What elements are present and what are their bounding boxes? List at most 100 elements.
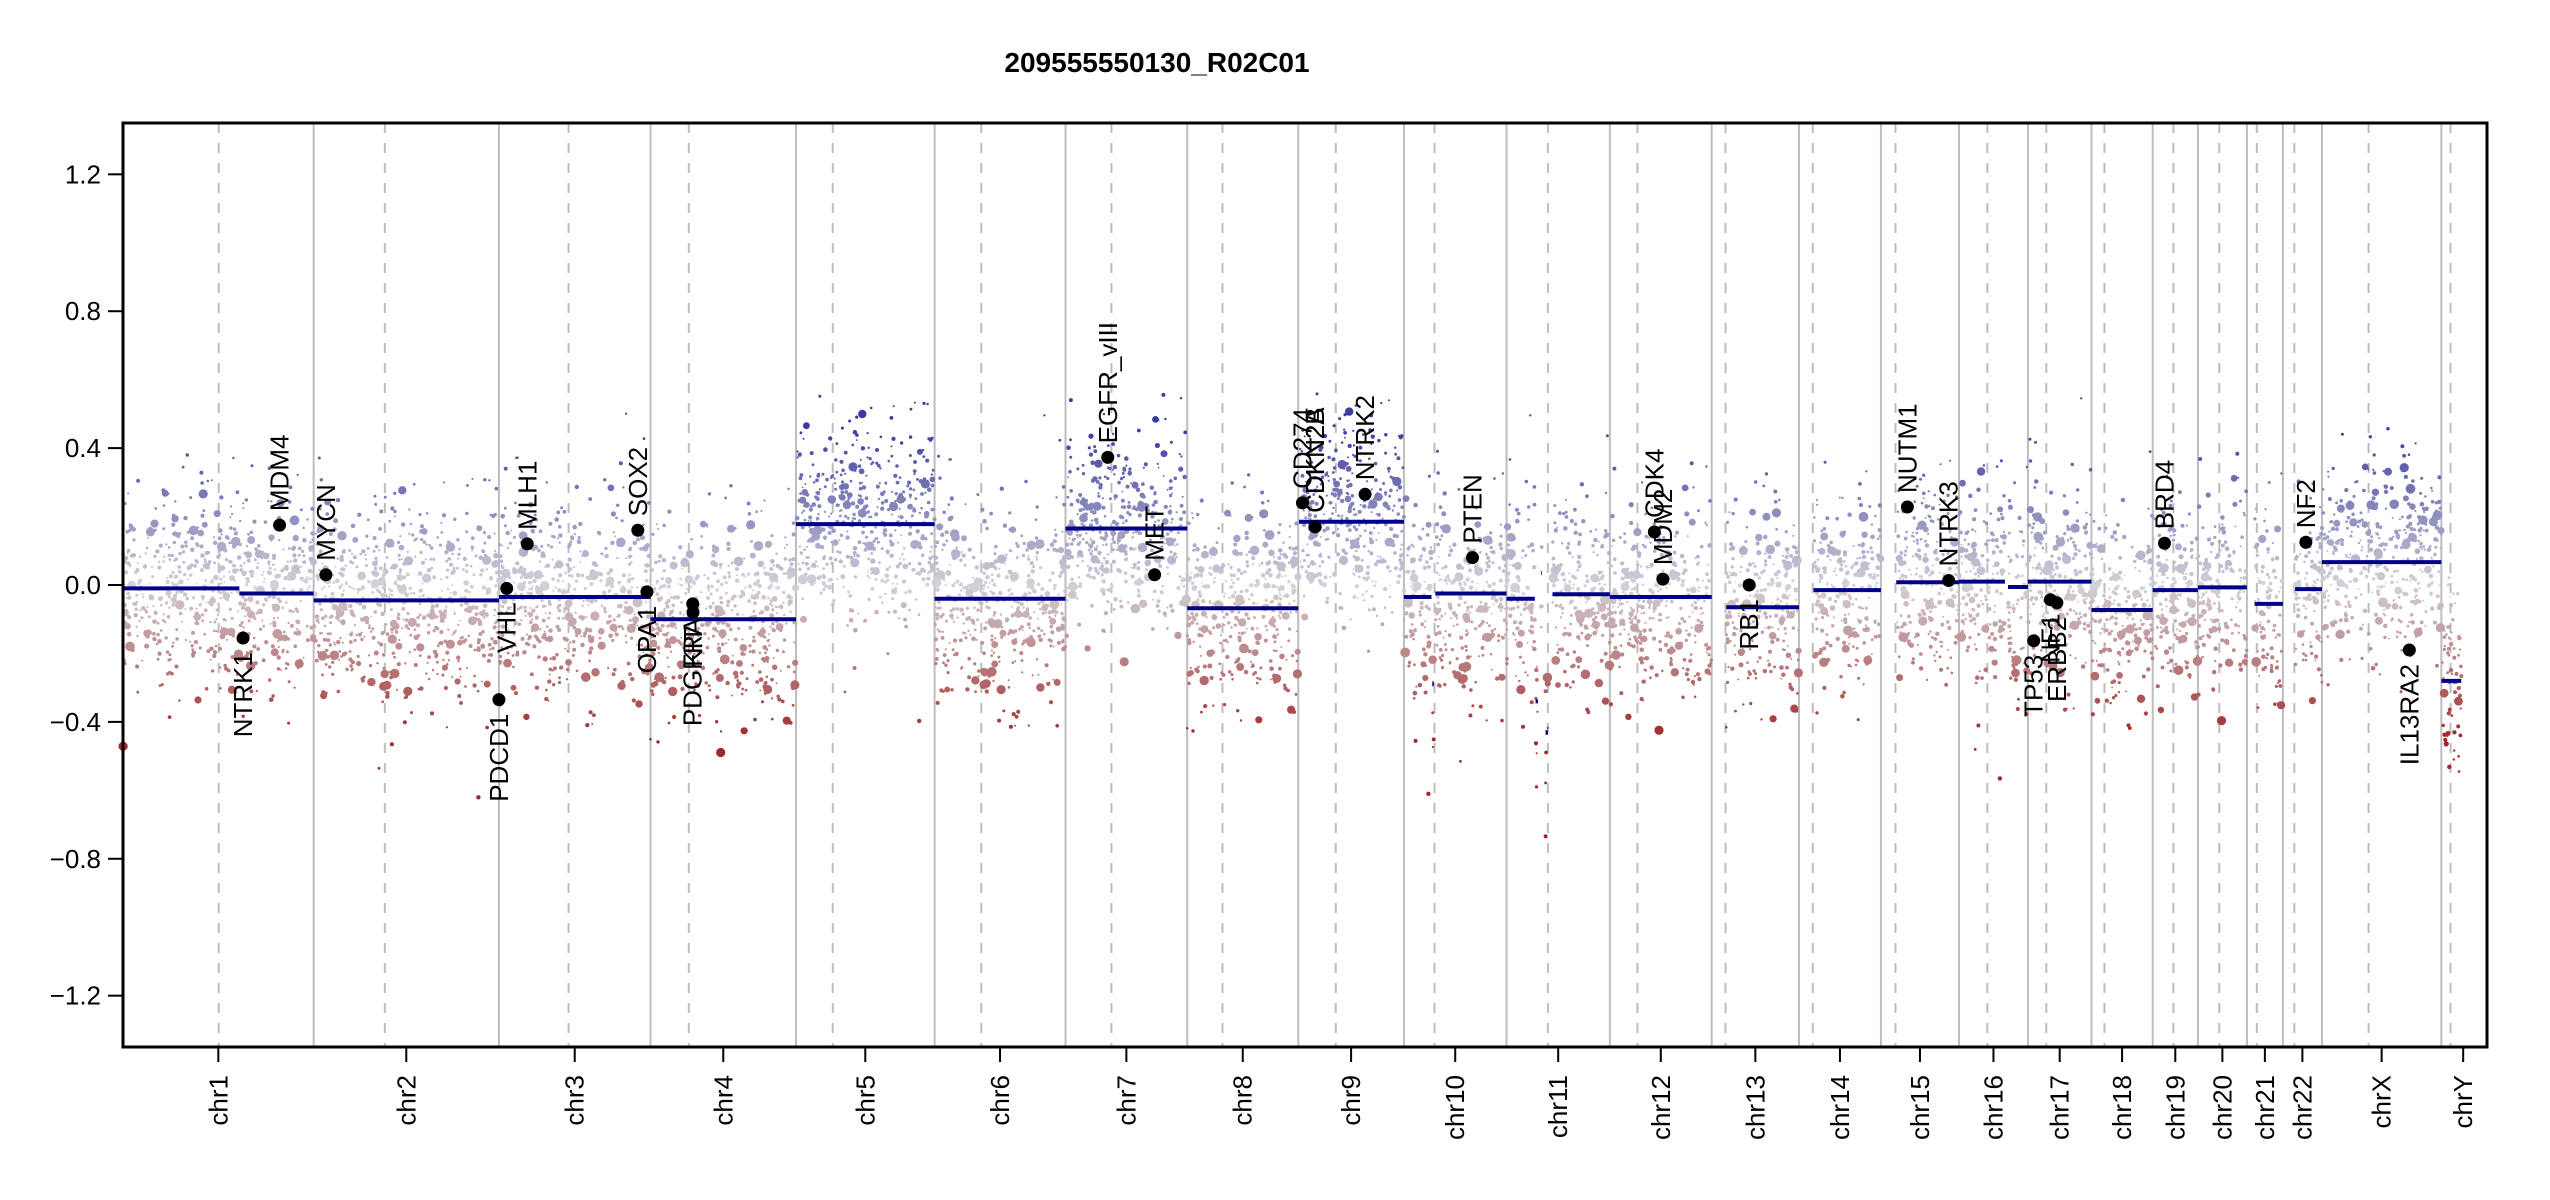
probe-point (610, 579, 613, 582)
probe-point (1163, 504, 1168, 509)
probe-point (391, 651, 395, 655)
probe-point (440, 521, 443, 524)
probe-point (1447, 553, 1452, 557)
probe-point (381, 585, 386, 590)
probe-point (651, 532, 655, 536)
probe-point (305, 624, 309, 628)
probe-point (466, 484, 469, 487)
probe-point (874, 512, 879, 517)
probe-point (1375, 492, 1379, 496)
probe-point (236, 610, 239, 613)
probe-point (965, 606, 970, 611)
probe-point (1370, 443, 1373, 446)
probe-point (126, 561, 131, 566)
probe-point (616, 537, 626, 548)
probe-point (1345, 537, 1349, 542)
probe-point (325, 512, 330, 516)
probe-point (1423, 580, 1426, 583)
probe-point (462, 568, 465, 571)
probe-point (353, 638, 357, 643)
probe-point (1175, 511, 1178, 514)
probe-point (694, 682, 698, 686)
probe-point (488, 479, 491, 482)
probe-point (1082, 507, 1086, 511)
probe-point (1251, 556, 1256, 560)
probe-point (398, 486, 407, 495)
probe-point (292, 553, 297, 558)
probe-point (886, 507, 891, 512)
probe-point (1468, 620, 1471, 623)
probe-point (1154, 520, 1157, 523)
probe-point (1049, 624, 1054, 629)
probe-point (1604, 491, 1608, 495)
probe-point (648, 658, 652, 662)
probe-point (1016, 544, 1020, 549)
probe-point (1390, 611, 1394, 614)
probe-point (631, 577, 635, 581)
probe-point (1282, 683, 1287, 687)
probe-point (1066, 556, 1071, 560)
probe-point (367, 626, 371, 630)
probe-point (131, 553, 136, 558)
probe-point (1396, 512, 1401, 516)
probe-point (1505, 661, 1509, 666)
probe-point (245, 651, 250, 656)
probe-point (964, 503, 967, 506)
probe-point (827, 578, 831, 582)
probe-point (1383, 606, 1387, 609)
probe-point (1328, 501, 1333, 505)
probe-point (539, 628, 542, 631)
probe-point (1277, 531, 1281, 535)
probe-point (1513, 633, 1516, 636)
probe-point (668, 686, 678, 697)
probe-point (1471, 704, 1475, 708)
probe-point (183, 515, 188, 521)
probe-point (1038, 608, 1042, 611)
probe-point (515, 652, 520, 657)
probe-point (332, 527, 337, 532)
probe-point (312, 623, 316, 627)
probe-point (227, 627, 236, 637)
probe-point (1438, 579, 1441, 582)
probe-point (1558, 511, 1562, 515)
probe-point (1182, 474, 1187, 480)
probe-point (165, 543, 168, 546)
probe-point (388, 593, 392, 596)
probe-point (457, 639, 463, 646)
probe-point (853, 517, 857, 520)
probe-point (1440, 578, 1443, 581)
probe-point (324, 545, 328, 548)
probe-point (445, 650, 450, 655)
probe-point (617, 624, 622, 629)
probe-point (1410, 560, 1414, 564)
probe-point (1356, 537, 1360, 541)
probe-point (245, 551, 253, 559)
probe-point (1387, 399, 1390, 402)
probe-point (855, 439, 858, 441)
probe-point (666, 656, 669, 659)
probe-point (412, 482, 416, 486)
probe-point (630, 561, 633, 564)
probe-point (482, 609, 486, 613)
probe-point (744, 575, 747, 578)
probe-point (445, 605, 448, 608)
probe-point (1382, 501, 1389, 508)
probe-point (302, 538, 307, 543)
probe-point (990, 578, 995, 583)
probe-point (801, 486, 804, 489)
probe-point (1134, 547, 1137, 550)
probe-point (465, 569, 469, 574)
probe-point (990, 634, 994, 638)
probe-point (1340, 441, 1344, 444)
probe-point (558, 676, 561, 680)
probe-point (506, 546, 510, 550)
probe-point (880, 501, 885, 505)
probe-point (318, 568, 322, 572)
probe-point (1449, 607, 1453, 611)
probe-point (936, 523, 944, 531)
probe-point (596, 571, 602, 576)
probe-point (318, 549, 323, 554)
probe-point (398, 571, 402, 574)
probe-point (629, 509, 633, 513)
probe-point (1203, 545, 1207, 549)
